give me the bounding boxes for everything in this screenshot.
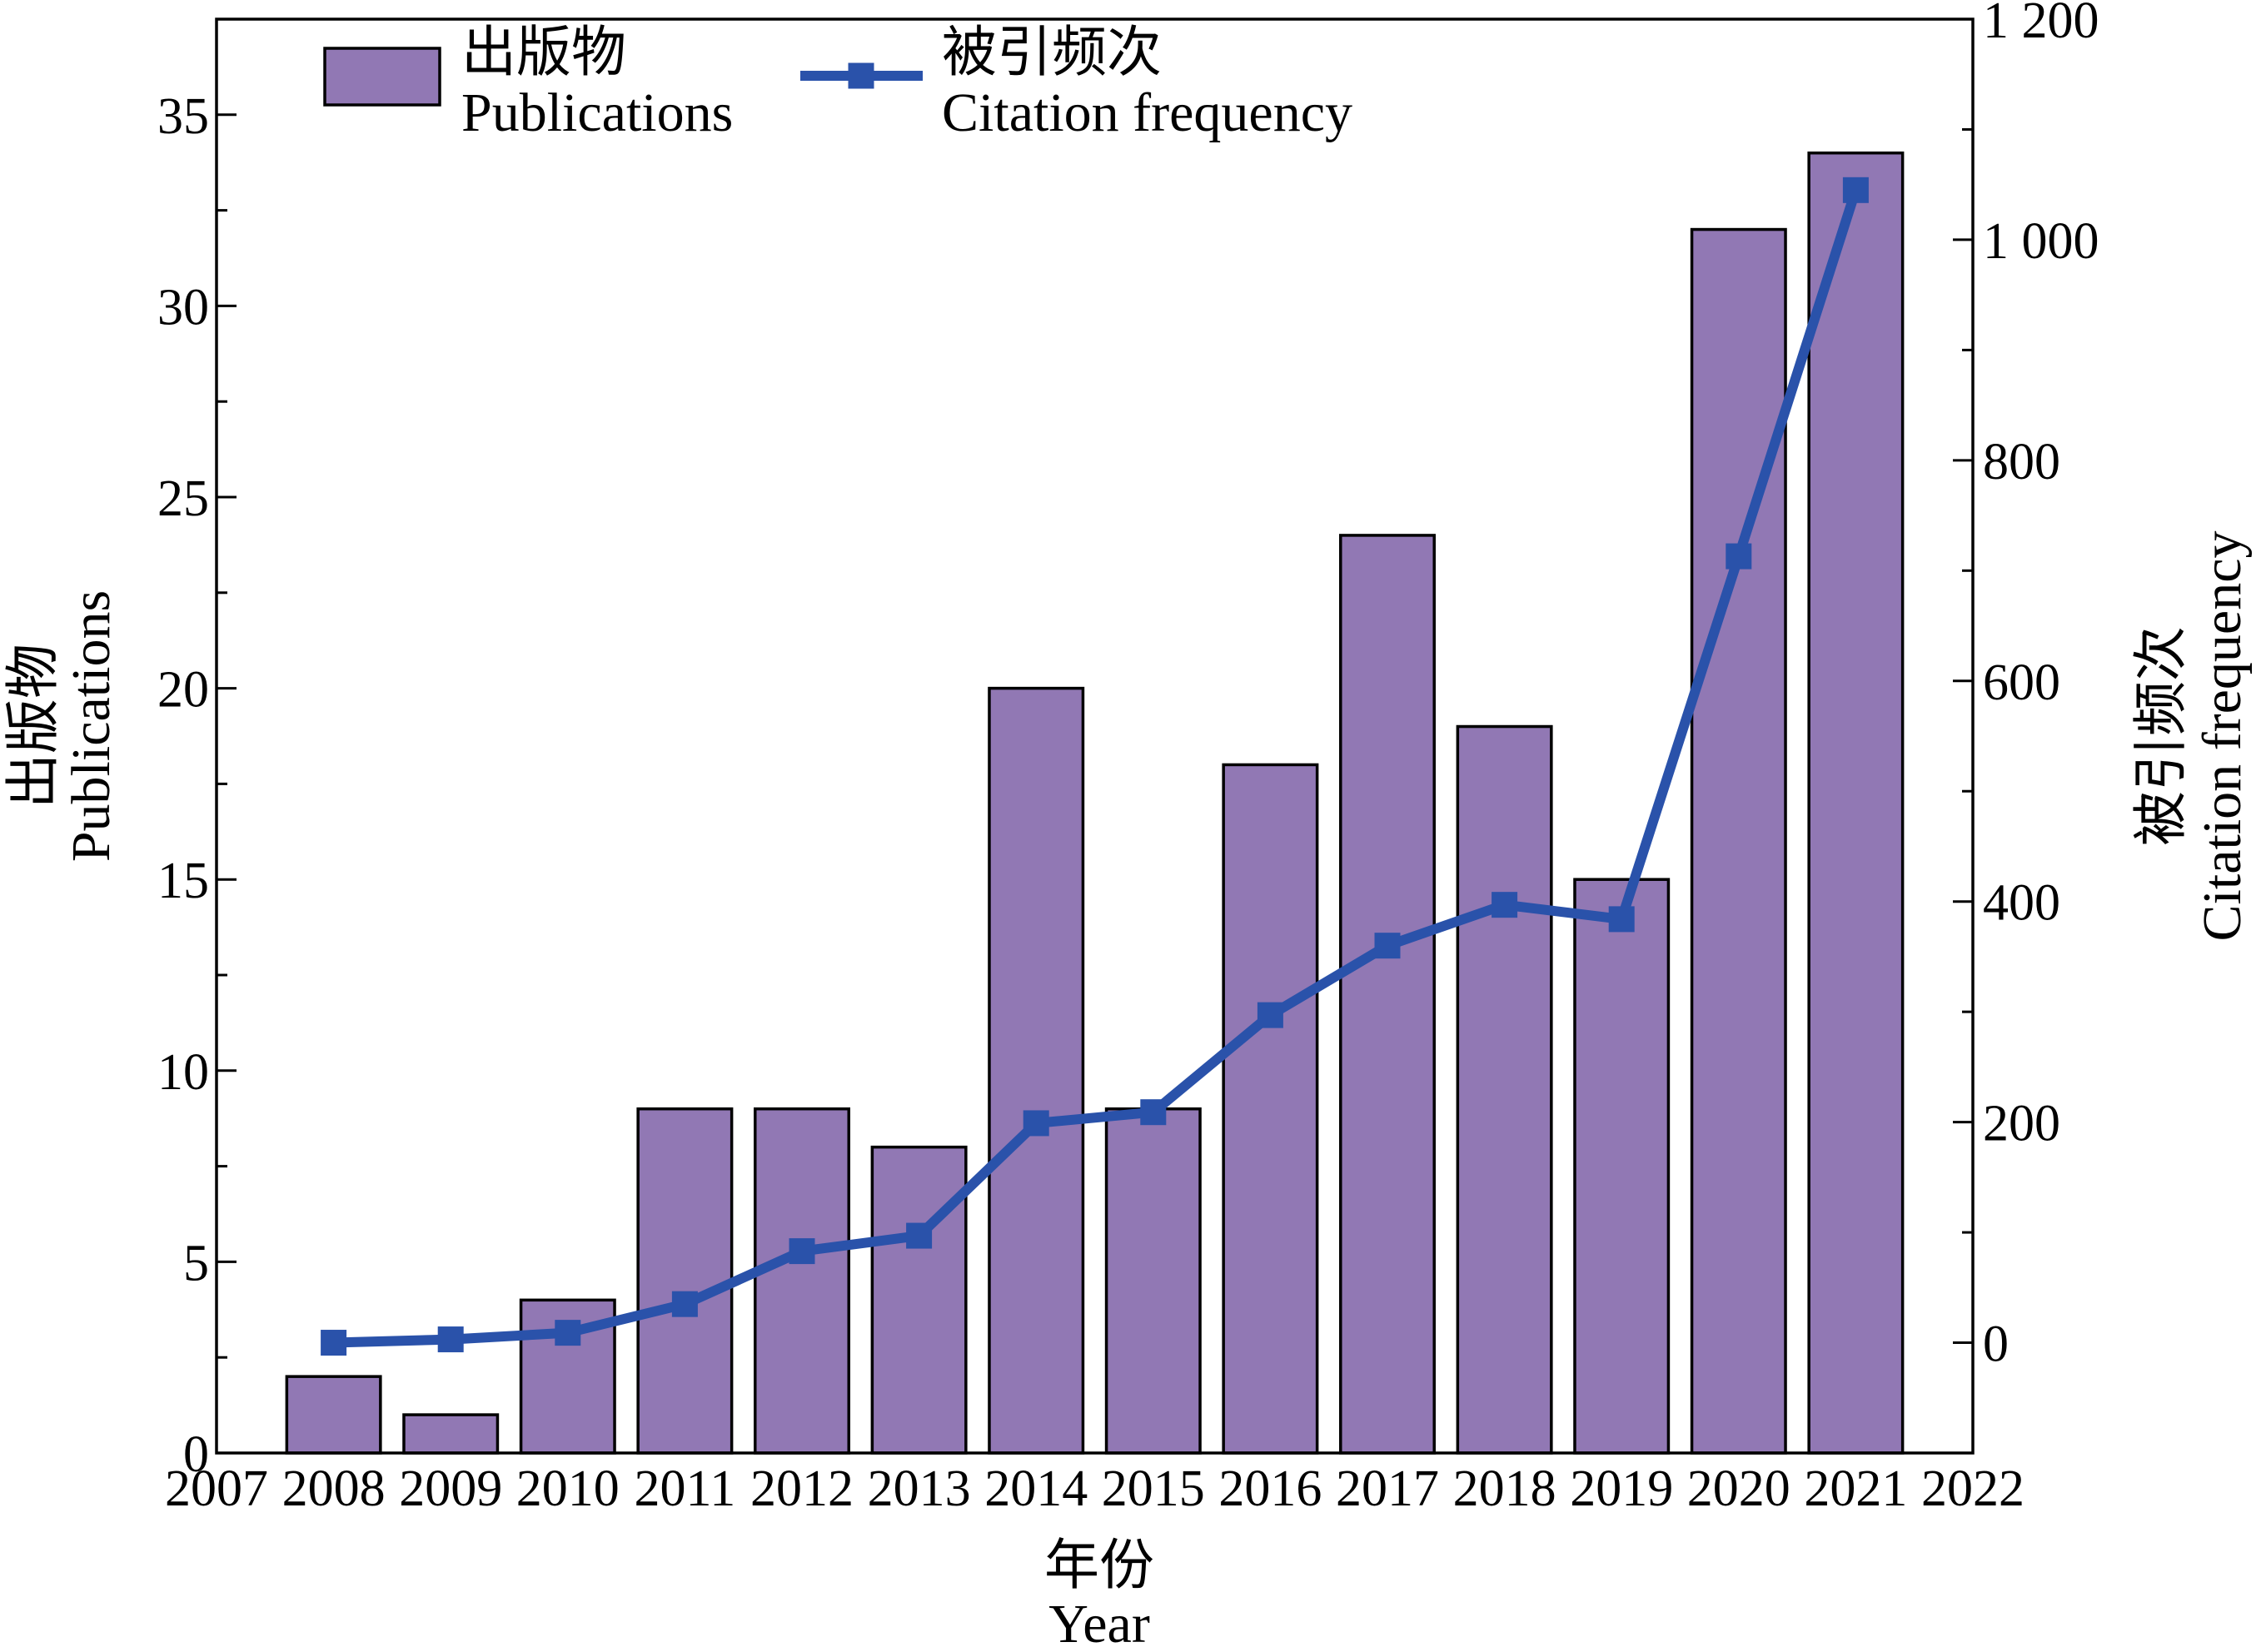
citation-marker-2011 (671, 1291, 698, 1317)
citation-marker-2020 (1726, 543, 1752, 570)
plot-frame (215, 17, 1975, 1455)
y2-tick-label-0: 0 (1983, 1316, 2009, 1373)
x-tick-label-2012: 2012 (750, 1460, 854, 1517)
y2-axis-label-zh-group: 被引频次 (2131, 626, 2192, 846)
legend-label-publications: Publications (461, 82, 733, 143)
citation-marker-2008 (321, 1330, 347, 1356)
citation-series (321, 177, 1869, 1356)
legend-label-citation: Citation frequency (942, 82, 1352, 143)
citation-marker-2016 (1257, 1002, 1283, 1028)
x-tick-label-2015: 2015 (1102, 1460, 1205, 1517)
y2-tick-label-200: 200 (1983, 1096, 2060, 1152)
citation-line (333, 188, 1861, 1348)
citation-marker-2017 (1374, 933, 1401, 959)
y-axis-label-group: Publications (61, 590, 122, 862)
bar-2018 (1456, 724, 1553, 1455)
x-axis-label: Year (1048, 1594, 1150, 1652)
legend-swatch-citation-marker (848, 62, 874, 89)
x-tick-label-2022: 2022 (1921, 1460, 2024, 1517)
bar-2008 (285, 1375, 382, 1455)
x-tick-label-2007: 2007 (165, 1460, 268, 1517)
legend-label-citation-zh: 被引频次 (942, 22, 1162, 83)
y2-tick-label-400: 400 (1983, 875, 2060, 932)
citation-marker-2012 (789, 1238, 815, 1265)
bar-2013 (870, 1145, 968, 1455)
y-tick-label-35: 35 (157, 88, 209, 145)
legend-label-publications-zh: 出版物 (461, 22, 626, 83)
citation-marker-2009 (437, 1326, 464, 1353)
y2-axis-label: Citation frequency (2192, 530, 2253, 941)
bar-2017 (1339, 534, 1436, 1455)
y-axis-label-zh-group: 出版物 (3, 644, 64, 809)
bar-2011 (636, 1107, 734, 1455)
x-tick-label-2011: 2011 (635, 1460, 736, 1517)
y-axis-label: Publications (61, 590, 122, 862)
right-axis-ticks (1953, 17, 1973, 1455)
legend: 出版物 Publications 被引频次 Citation frequency (323, 22, 1352, 143)
y2-axis-label-group: Citation frequency (2192, 530, 2253, 941)
citation-marker-2018 (1492, 892, 1518, 918)
y-axis-label-zh: 出版物 (3, 644, 64, 809)
x-tick-label-2008: 2008 (282, 1460, 386, 1517)
bar-2019 (1573, 878, 1671, 1455)
y2-axis-label-zh: 被引频次 (2131, 626, 2192, 846)
y-tick-label-25: 25 (157, 470, 209, 527)
bar-2021 (1807, 151, 1905, 1455)
y-tick-label-5: 5 (183, 1235, 209, 1291)
x-tick-label-2017: 2017 (1336, 1460, 1439, 1517)
x-tick-label-2014: 2014 (984, 1460, 1088, 1517)
left-axis-ticks (217, 17, 237, 1455)
citation-marker-2019 (1608, 906, 1635, 933)
y2-tick-label-1000: 1 000 (1983, 213, 2099, 270)
bar-2009 (402, 1413, 500, 1455)
x-tick-label-2013: 2013 (868, 1460, 971, 1517)
bar-2016 (1222, 763, 1319, 1455)
y2-tick-label-1200: 1 200 (1983, 0, 2099, 49)
citation-marker-2013 (906, 1222, 933, 1249)
citation-marker-2021 (1842, 177, 1869, 203)
y2-tick-label-800: 800 (1983, 434, 2060, 490)
bar-2014 (988, 686, 1085, 1455)
y-tick-label-20: 20 (157, 662, 209, 719)
x-tick-label-2016: 2016 (1218, 1460, 1322, 1517)
x-tick-label-2009: 2009 (399, 1460, 502, 1517)
y2-tick-label-600: 600 (1983, 654, 2060, 711)
y-tick-label-15: 15 (157, 853, 209, 909)
x-axis-label-zh: 年份 (1044, 1535, 1154, 1596)
citation-marker-2010 (555, 1320, 581, 1346)
citation-marker-2014 (1023, 1110, 1049, 1137)
y-tick-label-10: 10 (157, 1044, 209, 1101)
y-tick-label-30: 30 (157, 279, 209, 336)
x-tick-label-2018: 2018 (1453, 1460, 1556, 1517)
x-tick-label-2021: 2021 (1804, 1460, 1907, 1517)
citation-marker-2015 (1140, 1099, 1167, 1126)
x-tick-label-2010: 2010 (516, 1460, 620, 1517)
publication-bars (285, 151, 1905, 1455)
x-tick-label-2020: 2020 (1687, 1460, 1790, 1517)
bar-2020 (1690, 227, 1787, 1455)
x-tick-label-2019: 2019 (1570, 1460, 1673, 1517)
legend-swatch-publications (323, 47, 441, 107)
bar-2015 (1104, 1107, 1202, 1455)
y-tick-label-0: 0 (183, 1426, 209, 1483)
tick-labels: 2007 2008 2009 2010 2011 2012 2013 2014 2015 2016… (157, 0, 2099, 1517)
bar-2012 (754, 1107, 850, 1455)
